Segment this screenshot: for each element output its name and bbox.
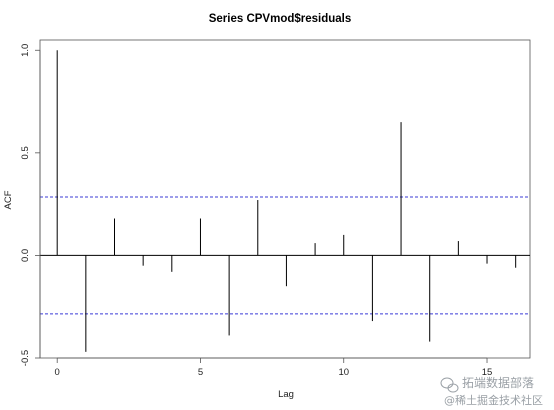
watermark-line2: @稀土掘金技术社区 — [444, 393, 543, 407]
y-tick-label-3: 1.0 — [20, 44, 31, 57]
y-tick-label-0: -0.5 — [20, 350, 31, 366]
x-tick-label-10: 10 — [338, 367, 349, 378]
chart-title: Series CPVmod$residuals — [209, 13, 352, 25]
confidence-bounds — [40, 196, 530, 315]
y-tick-label-2: 0.5 — [20, 146, 31, 159]
y-axis-label: ACF — [3, 190, 14, 209]
y-tick-label-1: 0.0 — [20, 249, 31, 262]
watermark-line1: 拓端数据部落 — [462, 375, 534, 390]
wechat-logo-icon — [440, 377, 459, 393]
x-axis: 0 5 10 15 — [55, 357, 493, 378]
acf-bars — [40, 50, 530, 352]
x-tick-label-0: 0 — [55, 367, 60, 378]
watermark: 拓端数据部落 @稀土掘金技术社区 — [440, 375, 543, 407]
x-tick-label-15: 15 — [482, 367, 493, 378]
plot-frame — [39, 39, 531, 359]
y-axis: -0.5 0.0 0.5 1.0 — [20, 44, 41, 366]
x-tick-label-5: 5 — [198, 367, 203, 378]
x-axis-label: Lag — [278, 389, 294, 400]
